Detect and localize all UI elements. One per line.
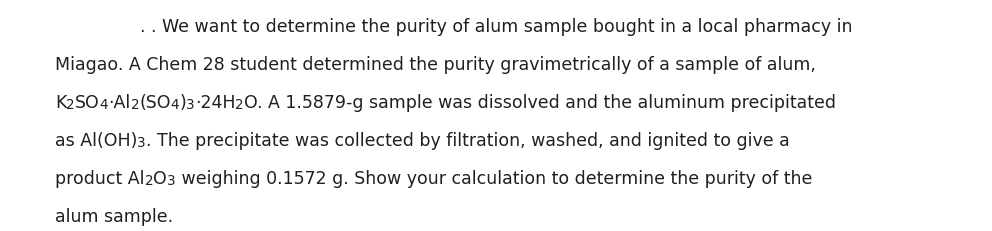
- Text: as Al(OH): as Al(OH): [55, 132, 137, 150]
- Text: K: K: [55, 94, 66, 112]
- Text: O: O: [153, 170, 167, 188]
- Text: 3: 3: [137, 136, 146, 150]
- Text: 2: 2: [145, 174, 153, 188]
- Text: 2: 2: [131, 98, 139, 112]
- Text: ): ): [180, 94, 186, 112]
- Text: ·24H: ·24H: [194, 94, 235, 112]
- Text: (SO: (SO: [139, 94, 171, 112]
- Text: O. A 1.5879-g sample was dissolved and the aluminum precipitated: O. A 1.5879-g sample was dissolved and t…: [244, 94, 836, 112]
- Text: alum sample.: alum sample.: [55, 208, 174, 226]
- Text: Miagao. A Chem 28 student determined the purity gravimetrically of a sample of a: Miagao. A Chem 28 student determined the…: [55, 56, 815, 74]
- Text: product Al: product Al: [55, 170, 145, 188]
- Text: 2: 2: [66, 98, 75, 112]
- Text: SO: SO: [75, 94, 100, 112]
- Text: . The precipitate was collected by filtration, washed, and ignited to give a: . The precipitate was collected by filtr…: [146, 132, 790, 150]
- Text: weighing 0.1572 g. Show your calculation to determine the purity of the: weighing 0.1572 g. Show your calculation…: [176, 170, 811, 188]
- Text: 3: 3: [186, 98, 194, 112]
- Text: 4: 4: [171, 98, 180, 112]
- Text: 4: 4: [100, 98, 108, 112]
- Text: ·Al: ·Al: [108, 94, 131, 112]
- Text: 3: 3: [167, 174, 176, 188]
- Text: . . We want to determine the purity of alum sample bought in a local pharmacy in: . . We want to determine the purity of a…: [140, 18, 852, 36]
- Text: 2: 2: [235, 98, 244, 112]
